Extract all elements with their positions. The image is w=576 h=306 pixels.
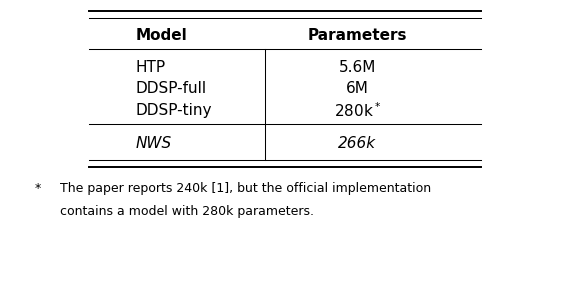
Text: Model: Model	[135, 28, 187, 43]
Text: DDSP-full: DDSP-full	[135, 81, 206, 96]
Text: *: *	[35, 182, 41, 195]
Text: 266k: 266k	[338, 136, 376, 151]
Text: 280k$^*$: 280k$^*$	[334, 101, 381, 120]
Text: The paper reports 240k [1], but the official implementation: The paper reports 240k [1], but the offi…	[60, 182, 431, 195]
Text: 6M: 6M	[346, 81, 369, 96]
Text: contains a model with 280k parameters.: contains a model with 280k parameters.	[60, 205, 314, 218]
Text: 5.6M: 5.6M	[339, 60, 376, 75]
Text: NWS: NWS	[135, 136, 172, 151]
Text: HTP: HTP	[135, 60, 165, 75]
Text: Parameters: Parameters	[308, 28, 407, 43]
Text: DDSP-tiny: DDSP-tiny	[135, 103, 212, 118]
